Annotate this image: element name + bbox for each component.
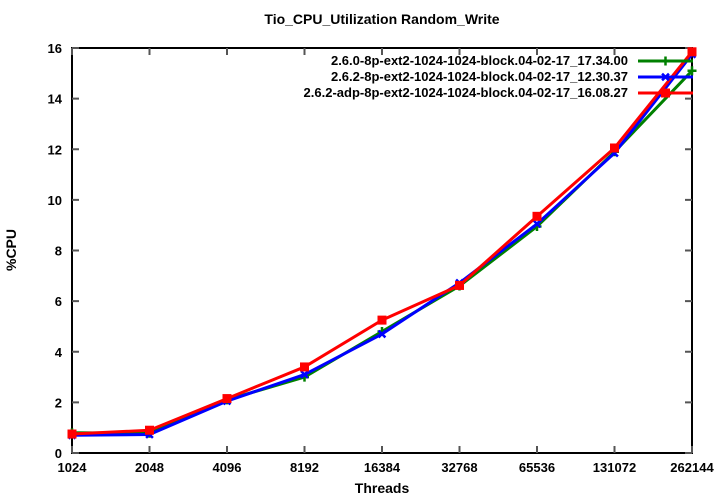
legend-label: 2.6.0-8p-ext2-1024-1024-block.04-02-17_1… [331,53,628,68]
series-line [70,69,694,435]
legend-entry: 2.6.2-8p-ext2-1024-1024-block.04-02-17_1… [331,69,693,84]
plus-marker-icon [661,56,670,66]
y-tick-label: 2 [55,395,62,410]
series-line [70,52,694,437]
chart-title: Tio_CPU_Utilization Random_Write [264,11,499,27]
legend-entry: 2.6.0-8p-ext2-1024-1024-block.04-02-17_1… [331,53,693,68]
y-axis-label: %CPU [3,229,19,271]
x-tick-label: 8192 [290,460,319,475]
x-tick-label: 32768 [441,460,477,475]
x-marker-icon [300,370,309,379]
legend: 2.6.0-8p-ext2-1024-1024-block.04-02-17_1… [304,53,693,100]
x-tick-label: 262144 [670,460,714,475]
y-tick-label: 14 [48,92,63,107]
axis-ticks [71,47,693,454]
x-tick-label: 65536 [519,460,555,475]
square-marker-icon [455,280,464,290]
square-marker-icon [67,429,77,439]
x-tick-label: 2048 [135,460,164,475]
x-axis-label: Threads [355,480,410,496]
square-marker-icon [661,88,670,98]
y-tick-labels: 0 2 4 6 8 10 12 14 16 [48,41,63,461]
legend-label: 2.6.2-adp-8p-ext2-1024-1024-block.04-02-… [304,85,628,100]
plot-border [71,47,693,454]
plus-marker-icon [687,66,697,76]
y-tick-label: 6 [55,294,62,309]
series-2 [67,47,697,439]
legend-label: 2.6.2-8p-ext2-1024-1024-block.04-02-17_1… [331,69,628,84]
plot-frame [71,47,693,454]
square-marker-icon [532,211,542,221]
y-tick-label: 12 [48,142,62,157]
x-marker-icon [377,329,387,339]
x-tick-label: 16384 [364,460,401,475]
square-marker-icon [610,143,619,153]
y-tick-label: 0 [55,446,62,461]
y-tick-label: 4 [55,345,63,360]
y-tick-label: 10 [48,193,62,208]
x-marker-icon [661,72,670,82]
data-series [67,47,697,440]
series-1 [67,50,697,440]
y-tick-label: 16 [48,41,62,56]
series-0 [67,66,697,438]
square-marker-icon [300,362,309,372]
x-tick-label: 4096 [213,460,242,475]
x-tick-labels: 1024 2048 4096 8192 16384 32768 65536 131072 262… [58,460,715,475]
square-marker-icon [687,47,697,57]
legend-entry: 2.6.2-adp-8p-ext2-1024-1024-block.04-02-… [304,85,693,100]
x-tick-label: 1024 [58,460,88,475]
series-line [70,50,694,436]
square-marker-icon [377,315,387,325]
x-tick-label: 131072 [593,460,636,475]
square-marker-icon [145,425,154,435]
y-tick-label: 8 [55,244,62,259]
square-marker-icon [222,394,232,404]
x-marker-icon [532,219,542,229]
